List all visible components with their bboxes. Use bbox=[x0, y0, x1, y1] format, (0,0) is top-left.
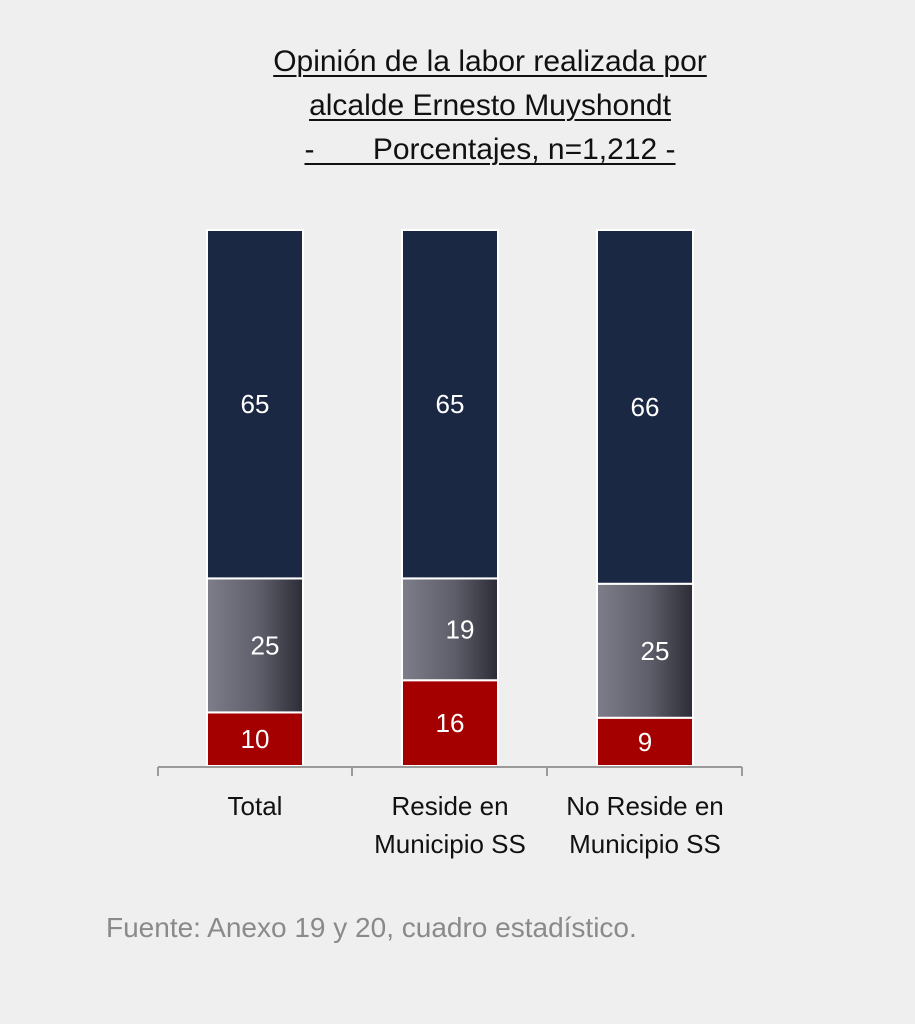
title-line-2: alcalde Ernesto Muyshondt bbox=[309, 89, 671, 122]
category-label: Municipio SS bbox=[569, 829, 721, 859]
data-label: 65 bbox=[241, 389, 270, 419]
data-label: 66 bbox=[631, 392, 660, 422]
data-label: 65 bbox=[436, 389, 465, 419]
data-label: 25 bbox=[251, 630, 280, 660]
data-label: 19 bbox=[446, 614, 475, 644]
x-axis bbox=[157, 766, 743, 776]
bar-segment bbox=[401, 577, 499, 682]
bar-segment bbox=[596, 229, 694, 585]
bar-segment bbox=[401, 229, 499, 580]
data-label: 16 bbox=[436, 708, 465, 738]
bar-segment bbox=[206, 577, 304, 714]
data-label: 10 bbox=[241, 724, 270, 754]
title-line-3: - Porcentajes, n=1,212 - bbox=[304, 133, 676, 166]
bar-segment bbox=[206, 229, 304, 580]
bar-segment bbox=[596, 582, 694, 719]
category-label: Reside en bbox=[391, 791, 508, 821]
category-label: No Reside en bbox=[566, 791, 724, 821]
category-labels: Total Reside en Municipio SS No Reside en Mu… bbox=[228, 791, 724, 859]
data-label: 9 bbox=[638, 727, 652, 757]
bar-segment bbox=[596, 716, 694, 768]
data-label: 25 bbox=[641, 636, 670, 666]
chart-title: Opinión de la labor realizada por alcald… bbox=[240, 40, 740, 172]
title-line-1: Opinión de la labor realizada por bbox=[273, 45, 707, 78]
bar-segment bbox=[401, 679, 499, 767]
bars-group: 10 25 65 16 19 65 9 25 66 bbox=[206, 229, 694, 768]
source-note: Fuente: Anexo 19 y 20, cuadro estadístic… bbox=[106, 912, 637, 943]
category-label: Total bbox=[228, 791, 283, 821]
category-label: Municipio SS bbox=[374, 829, 526, 859]
